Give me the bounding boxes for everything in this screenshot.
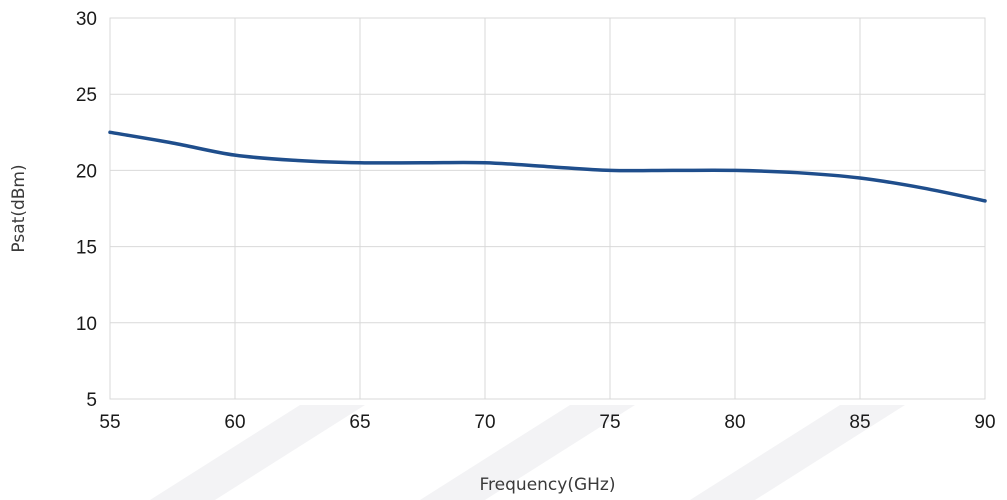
x-tick-label: 80 [724,412,745,433]
x-axis-tick-labels: 55 60 65 70 75 80 85 90 [99,412,995,433]
x-tick-label: 65 [349,412,370,433]
y-axis-tick-labels: 5 10 15 20 25 30 [76,9,97,411]
x-tick-label: 55 [99,412,120,433]
background-watermark [150,405,905,500]
series-line-0 [108,130,987,203]
y-tick-label: 20 [76,161,97,182]
y-tick-label: 25 [76,85,97,106]
y-tick-label: 5 [86,390,97,411]
watermark-stripe-1 [150,405,365,500]
y-tick-label: 15 [76,238,97,259]
x-axis-title: Frequency(GHz) [480,475,616,495]
series-layer [108,130,987,203]
x-tick-label: 60 [224,412,245,433]
watermark-stripe-3 [690,405,905,500]
x-tick-label: 90 [974,412,995,433]
plot-area-border [109,17,986,400]
y-axis-title: Psat(dBm) [9,164,29,252]
y-tick-label: 10 [76,314,97,335]
grid-lines [109,17,986,400]
x-tick-label: 75 [599,412,620,433]
y-tick-label: 30 [76,9,97,30]
x-tick-label: 85 [849,412,870,433]
x-tick-label: 70 [474,412,495,433]
watermark-stripe-2 [420,405,635,500]
